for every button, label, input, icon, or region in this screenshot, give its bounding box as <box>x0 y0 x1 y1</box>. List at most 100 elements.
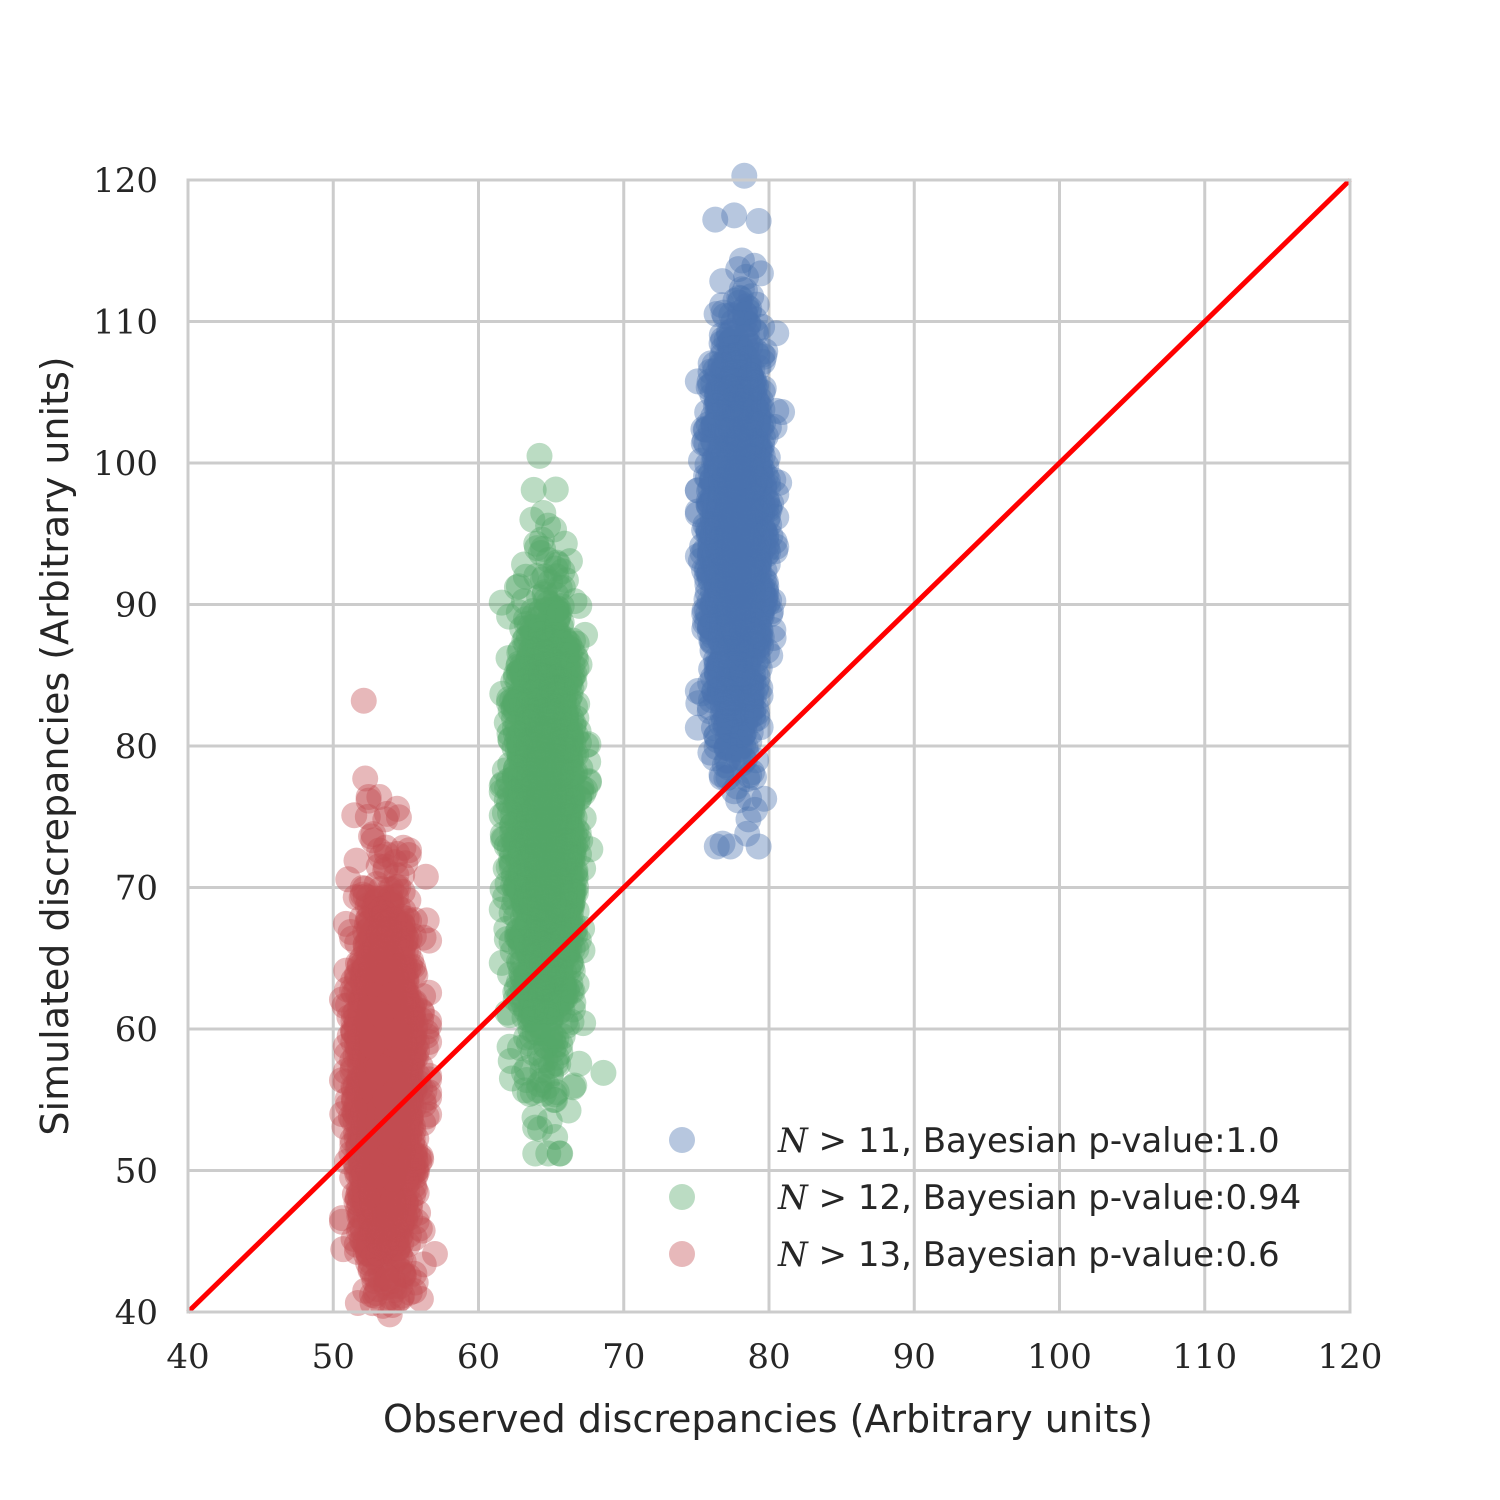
data-point <box>726 668 753 695</box>
data-point <box>726 516 753 543</box>
data-point <box>710 665 737 692</box>
data-point <box>720 463 747 490</box>
data-point <box>724 541 751 568</box>
data-point <box>718 623 745 650</box>
data-point <box>728 631 755 658</box>
data-point <box>731 458 758 485</box>
data-point <box>711 513 738 540</box>
data-point <box>726 582 753 609</box>
data-point <box>723 486 750 513</box>
data-point <box>725 517 752 544</box>
data-point <box>710 682 737 709</box>
data-point <box>746 588 773 615</box>
data-point <box>728 485 755 512</box>
data-point <box>719 462 746 489</box>
data-point <box>733 565 760 592</box>
data-point <box>705 533 732 560</box>
data-point <box>744 429 771 456</box>
data-point <box>733 482 760 509</box>
data-point <box>739 533 766 560</box>
data-point <box>729 381 756 408</box>
data-point <box>727 677 754 704</box>
data-point <box>722 477 749 504</box>
data-point <box>729 433 756 460</box>
data-point <box>703 734 730 761</box>
data-point <box>717 449 744 476</box>
data-point <box>727 478 754 505</box>
data-point <box>712 385 739 412</box>
data-point <box>720 537 747 564</box>
data-point <box>721 575 748 602</box>
data-point <box>714 529 741 556</box>
data-point <box>715 575 742 602</box>
data-point <box>755 538 782 565</box>
data-points <box>328 162 796 1328</box>
data-point <box>714 401 741 428</box>
data-point <box>699 590 726 617</box>
data-point <box>715 420 742 447</box>
data-point <box>732 370 759 397</box>
data-point <box>727 610 754 637</box>
data-point <box>718 476 745 503</box>
data-point <box>713 506 740 533</box>
data-point <box>702 488 729 515</box>
data-point <box>708 591 735 618</box>
data-point <box>697 532 724 559</box>
data-point <box>728 388 755 415</box>
data-point <box>725 498 752 525</box>
data-point <box>733 408 760 435</box>
data-point <box>709 630 736 657</box>
data-point <box>724 451 751 478</box>
data-point <box>734 594 761 621</box>
data-point <box>722 566 749 593</box>
data-point <box>738 616 765 643</box>
data-point <box>721 528 748 555</box>
data-point <box>727 599 754 626</box>
data-point <box>725 452 752 479</box>
data-point <box>724 615 751 642</box>
data-point <box>719 631 746 658</box>
data-point <box>716 447 743 474</box>
data-point <box>735 480 762 507</box>
data-point <box>735 421 762 448</box>
data-point <box>726 469 753 496</box>
data-point <box>708 566 735 593</box>
data-point <box>713 426 740 453</box>
data-point <box>707 548 734 575</box>
data-point <box>733 520 760 547</box>
data-point <box>736 690 763 717</box>
data-point <box>732 511 759 538</box>
data-point <box>722 433 749 460</box>
data-point <box>722 521 749 548</box>
data-point <box>737 562 764 589</box>
data-point <box>730 452 757 479</box>
data-point <box>725 464 752 491</box>
data-point <box>708 557 735 584</box>
data-point <box>723 550 750 577</box>
data-point <box>720 533 747 560</box>
data-point <box>727 335 754 362</box>
data-point <box>696 478 723 505</box>
data-point <box>747 604 774 631</box>
data-point <box>733 506 760 533</box>
data-point <box>713 572 740 599</box>
data-point <box>724 470 751 497</box>
data-point <box>711 505 738 532</box>
data-point <box>716 555 743 582</box>
data-point <box>714 506 741 533</box>
data-point <box>730 535 757 562</box>
data-point <box>732 424 759 451</box>
data-point <box>741 380 768 407</box>
data-point <box>711 501 738 528</box>
data-point <box>736 411 763 438</box>
data-point <box>723 620 750 647</box>
data-point <box>743 638 770 665</box>
data-point <box>743 388 770 415</box>
data-point <box>734 436 761 463</box>
data-point <box>726 385 753 412</box>
data-point <box>723 594 750 621</box>
data-point <box>728 669 755 696</box>
data-point <box>727 583 754 610</box>
data-point <box>725 584 752 611</box>
data-point <box>745 541 772 568</box>
